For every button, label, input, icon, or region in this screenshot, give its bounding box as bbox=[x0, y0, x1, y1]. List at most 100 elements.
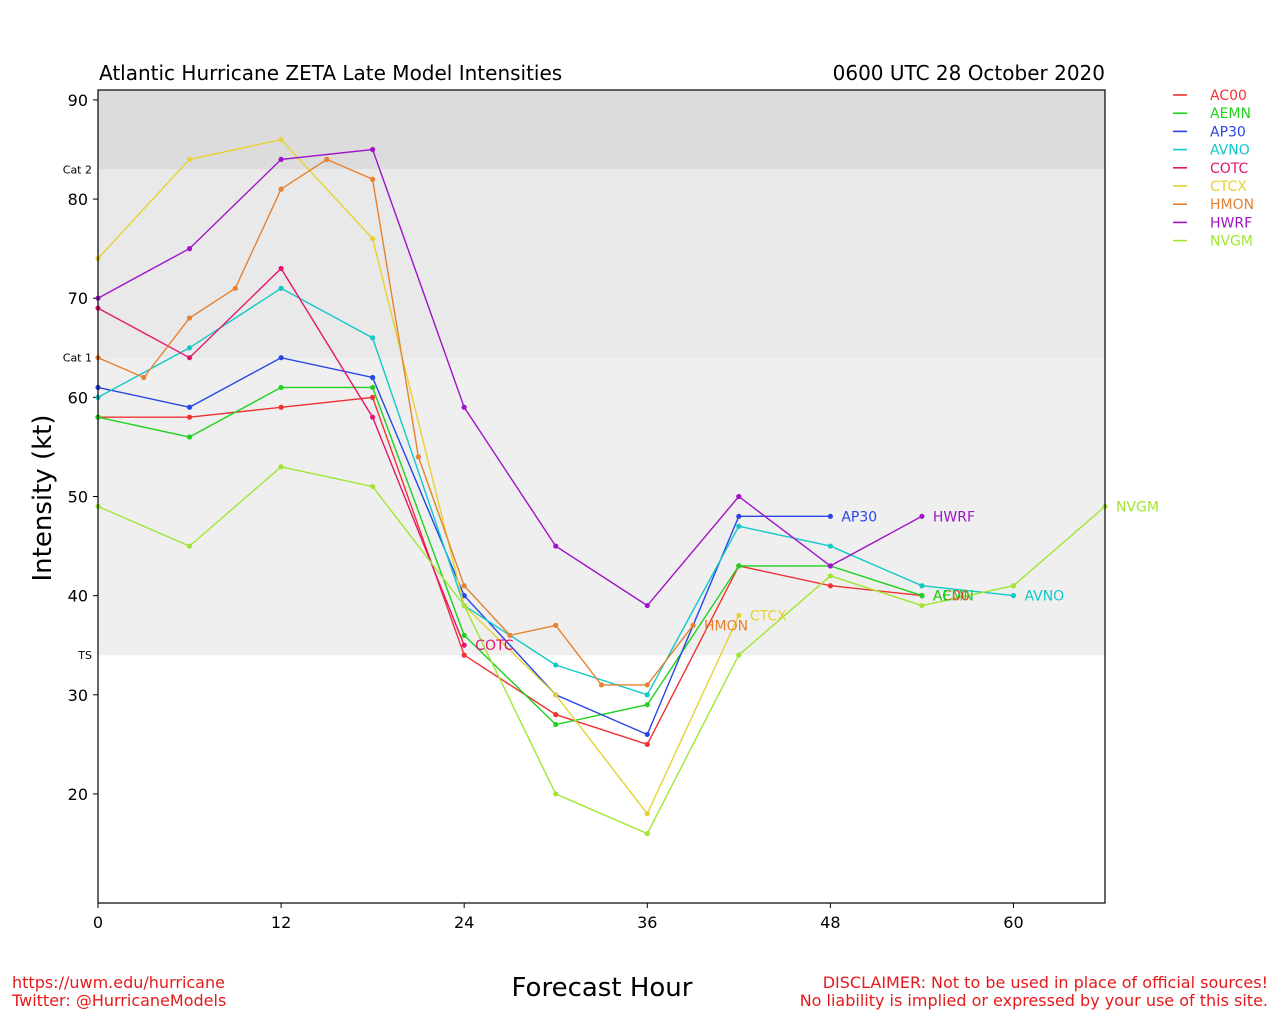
data-point-ac00 bbox=[644, 741, 650, 747]
data-point-nvgm bbox=[919, 602, 925, 609]
series-line-aemn bbox=[97, 386, 923, 726]
series-hwrf bbox=[95, 146, 925, 609]
data-point-cotc bbox=[461, 642, 467, 648]
data-point-hmon bbox=[324, 156, 330, 163]
disclaimer-line-1: DISCLAIMER: Not to be used in place of o… bbox=[822, 973, 1268, 992]
data-point-aemn bbox=[644, 702, 650, 708]
legend-label: HWRF bbox=[1210, 215, 1252, 231]
legend-label: AC00 bbox=[1210, 88, 1247, 104]
data-point-hmon bbox=[461, 583, 467, 589]
end-label-avno: AVNO bbox=[1024, 589, 1064, 605]
y-tick-label: 30 bbox=[68, 686, 88, 705]
legend-item-avno: AVNO bbox=[1173, 143, 1250, 159]
band-label-ts: TS bbox=[77, 649, 92, 662]
band-ts bbox=[98, 357, 1105, 656]
end-label-cotc: COTC bbox=[475, 638, 514, 654]
data-point-ap30 bbox=[827, 513, 833, 519]
data-point-ctcx bbox=[736, 612, 742, 619]
x-tick-label: 48 bbox=[820, 913, 840, 932]
data-point-ctcx bbox=[370, 236, 376, 242]
data-point-hmon bbox=[507, 632, 513, 638]
data-point-aemn bbox=[461, 632, 467, 638]
chart-title: Atlantic Hurricane ZETA Late Model Inten… bbox=[99, 61, 562, 85]
intensity-bands: TS Cat 1 Cat 2 bbox=[63, 90, 1105, 662]
band-cat-2 bbox=[98, 90, 1105, 170]
data-point-hmon bbox=[141, 374, 147, 381]
series-lines bbox=[95, 136, 1108, 837]
data-point-hwrf bbox=[644, 602, 650, 609]
data-point-avno bbox=[827, 543, 833, 549]
legend-item-aemn: AEMN bbox=[1173, 106, 1251, 122]
data-point-nvgm bbox=[370, 483, 376, 490]
footer-website-link[interactable]: https://uwm.edu/hurricane bbox=[12, 973, 225, 992]
legend-item-hwrf: HWRF bbox=[1173, 215, 1252, 231]
footer-disclaimer: DISCLAIMER: Not to be used in place of o… bbox=[800, 974, 1268, 1010]
data-point-nvgm bbox=[461, 602, 467, 609]
data-point-hwrf bbox=[919, 513, 925, 519]
data-point-ap30 bbox=[644, 731, 650, 738]
data-point-ac00 bbox=[461, 652, 467, 658]
legend-item-ac00: AC00 bbox=[1173, 88, 1247, 104]
end-label-aemn: AEMN bbox=[933, 589, 974, 605]
data-point-ap30 bbox=[736, 513, 742, 519]
y-tick-label: 50 bbox=[68, 488, 88, 507]
data-point-hwrf bbox=[278, 156, 284, 163]
series-line-ctcx bbox=[97, 138, 740, 816]
data-point-avno bbox=[919, 583, 925, 589]
data-point-hwrf bbox=[827, 563, 833, 569]
data-point-hmon bbox=[278, 186, 284, 192]
y-tick-label: 80 bbox=[68, 190, 88, 209]
legend-label: AP30 bbox=[1210, 124, 1246, 140]
x-axis-label: Forecast Hour bbox=[512, 973, 693, 1003]
data-point-ac00 bbox=[370, 394, 376, 400]
data-point-cotc bbox=[370, 414, 376, 420]
data-point-hmon bbox=[415, 454, 422, 460]
data-point-ctcx bbox=[644, 811, 650, 817]
legend-item-ctcx: CTCX bbox=[1173, 179, 1247, 195]
data-point-ctcx bbox=[278, 136, 284, 143]
end-label-hwrf: HWRF bbox=[933, 509, 975, 525]
y-axis-label: Intensity (kt) bbox=[28, 415, 58, 582]
data-point-hwrf bbox=[461, 404, 467, 410]
disclaimer-line-2: No liability is implied or expressed by … bbox=[799, 991, 1268, 1010]
y-tick-label: 40 bbox=[68, 587, 88, 606]
y-tick-label: 90 bbox=[68, 91, 88, 110]
legend-label: AEMN bbox=[1210, 106, 1251, 122]
data-point-hmon bbox=[186, 315, 193, 321]
series-line-hwrf bbox=[97, 148, 923, 607]
data-point-ac00 bbox=[186, 414, 193, 420]
series-line-nvgm bbox=[97, 466, 1106, 835]
data-point-avno bbox=[644, 692, 650, 698]
band-label-cat-2: Cat 2 bbox=[63, 163, 92, 176]
data-point-nvgm bbox=[278, 464, 284, 470]
data-point-aemn bbox=[370, 384, 376, 391]
data-point-cotc bbox=[278, 265, 284, 272]
series-line-hmon bbox=[97, 158, 694, 686]
data-point-hwrf bbox=[553, 543, 559, 549]
y-tick-label: 20 bbox=[68, 785, 88, 804]
band-label-cat-1: Cat 1 bbox=[63, 352, 92, 365]
y-tick-label: 60 bbox=[68, 388, 88, 407]
plot-frame bbox=[97, 89, 1106, 904]
end-label-ap30: AP30 bbox=[841, 509, 877, 525]
series-cotc bbox=[95, 265, 467, 648]
x-tick-label: 0 bbox=[93, 913, 103, 932]
data-point-nvgm bbox=[736, 652, 742, 658]
series-hmon bbox=[95, 156, 696, 688]
legend-label: AVNO bbox=[1210, 143, 1250, 159]
data-point-ap30 bbox=[461, 593, 467, 599]
series-nvgm bbox=[95, 464, 1108, 837]
legend-label: NVGM bbox=[1210, 234, 1253, 250]
data-point-avno bbox=[1010, 593, 1017, 599]
legend-label: COTC bbox=[1210, 161, 1249, 177]
data-point-ac00 bbox=[553, 712, 559, 718]
band-cat-1 bbox=[98, 169, 1105, 358]
data-point-hmon bbox=[232, 285, 238, 291]
x-tick-label: 36 bbox=[637, 913, 657, 932]
data-point-ac00 bbox=[827, 583, 833, 589]
footer-twitter-handle[interactable]: Twitter: @HurricaneModels bbox=[12, 991, 227, 1010]
end-label-hmon: HMON bbox=[704, 618, 748, 634]
end-label-nvgm: NVGM bbox=[1116, 499, 1159, 515]
legend-item-nvgm: NVGM bbox=[1173, 234, 1253, 250]
